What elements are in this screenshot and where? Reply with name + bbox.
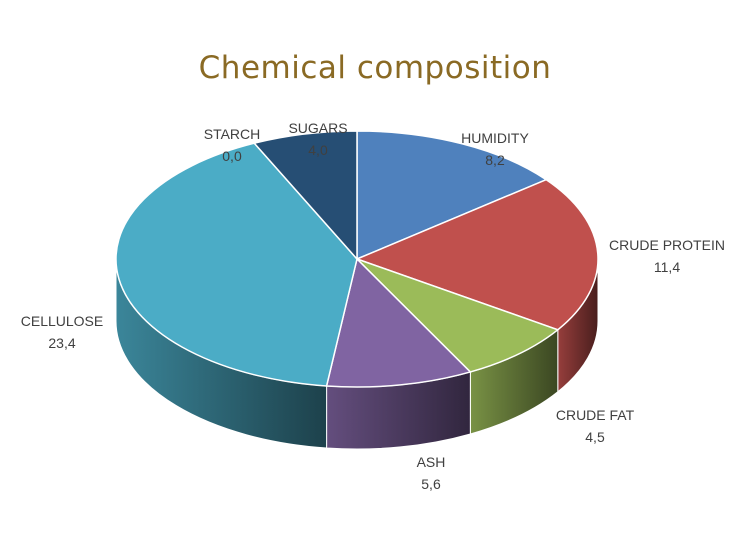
data-label-value: 4,5 xyxy=(585,429,605,445)
data-label-ash: ASH 5,6 xyxy=(417,454,446,492)
pie-slice-ash xyxy=(325,257,472,388)
data-label-name: STARCH xyxy=(204,126,261,142)
pie-slice-crude-protein xyxy=(354,178,599,331)
data-label-crude-fat: CRUDE FAT 4,5 xyxy=(556,407,635,445)
data-label-value: 5,6 xyxy=(421,476,441,492)
data-label-name: HUMIDITY xyxy=(461,130,529,146)
pie-labels: HUMIDITY 8,2 CRUDE PROTEIN 11,4 CRUDE FAT 4,5… xyxy=(21,120,725,492)
data-label-value: 0,0 xyxy=(222,148,242,164)
data-label-value: 11,4 xyxy=(654,259,680,275)
data-label-name: CRUDE FAT xyxy=(556,407,635,423)
pie-slice-humidity xyxy=(356,130,548,261)
pie-slice-cellulose xyxy=(115,142,358,387)
data-label-humidity: HUMIDITY 8,2 xyxy=(461,130,529,168)
data-label-sugars: SUGARS 4,0 xyxy=(288,120,347,158)
pie-slice-crude-fat xyxy=(356,258,560,373)
data-label-crude-protein: CRUDE PROTEIN 11,4 xyxy=(609,237,725,275)
pie-top xyxy=(115,130,599,388)
data-label-name: SUGARS xyxy=(288,120,347,136)
data-label-name: ASH xyxy=(417,454,446,470)
data-label-value: 8,2 xyxy=(485,152,505,168)
data-label-name: CELLULOSE xyxy=(21,313,103,329)
data-label-name: CRUDE PROTEIN xyxy=(609,237,725,253)
data-label-value: 23,4 xyxy=(48,335,75,351)
pie-slice-sugars xyxy=(252,130,358,261)
data-label-cellulose: CELLULOSE 23,4 xyxy=(21,313,103,351)
data-label-value: 4,0 xyxy=(308,142,328,158)
data-label-starch: STARCH 0,0 xyxy=(204,126,261,164)
chart-title: Chemical composition xyxy=(198,50,552,86)
